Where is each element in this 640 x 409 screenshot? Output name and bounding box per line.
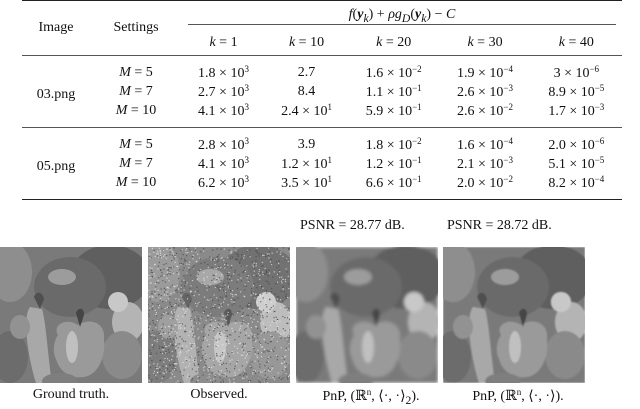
value-cell: 1.7 × 10−3 [548,101,605,119]
caption-space-exponent: n [366,387,372,397]
caption-pnp-learned: PnP, (ℝn, ⟨·, ·⟩). [472,387,564,404]
k-header-30: k = 30 [439,31,531,56]
caption-inner-product: ⟨·, ·⟩ [378,389,406,404]
k-header-20: k = 20 [348,31,440,56]
image-name-cell: 05.png [36,159,76,174]
value-cell: 1.2 × 101 [281,154,332,172]
settings-cell: M = 5 [119,136,153,152]
settings-cell: M = 10 [115,102,157,118]
psnr-label-pnp-learned: PSNR = 28.72 dB. [447,218,552,233]
k-header-10: k = 10 [265,31,349,56]
peppers-image-pnp-l2 [296,247,438,383]
value-cell: 1.8 × 10−2 [365,135,422,153]
col-header-objective: f(yk) + ρgD(yk) − C [182,1,622,32]
value-cell: 1.9 × 10−4 [457,63,513,81]
value-cell: 8.2 × 10−4 [548,173,605,191]
table-row: 03.png M = 5 1.8 × 103 2.7 1.6 × 10−2 1.9 × 1… [22,55,622,102]
value-cell: 2.6 × 10−2 [457,101,513,119]
value-cell: 1.2 × 10−1 [365,154,422,172]
results-table: Image Settings f(yk) + ρgD(yk) − C k = 1… [22,0,622,200]
caption-pnp-prefix: PnP, [322,389,351,404]
table-header-row-1: Image Settings f(yk) + ρgD(yk) − C [22,0,622,35]
table-row: M = 10 6.2 × 103 3.5 × 101 6.6 × 10−1 2.0 × … [22,173,622,200]
value-cell: 1.6 × 10−2 [365,63,422,81]
value-cell: 2.0 × 10−6 [548,135,605,153]
value-cell: 6.6 × 10−1 [365,173,422,191]
settings-cell: M = 5 [119,64,153,80]
col-header-image: Image [38,20,74,35]
value-cell: 3 × 10−6 [553,63,600,81]
value-cell: 6.2 × 103 [198,173,249,191]
objective-formula: f(yk) + ρgD(yk) − C [348,6,456,25]
panel-observed [148,247,290,383]
table-row: 05.png M = 5 2.8 × 103 3.9 1.8 × 10−2 1.6 × 1… [22,127,622,174]
value-cell: 8.9 × 10−5 [548,82,605,100]
caption-pnp-l2: PnP, (ℝn, ⟨·, ·⟩2). [322,387,420,407]
value-cell: 3.5 × 101 [281,173,332,191]
table-row: M = 7 2.7 × 103 8.4 1.1 × 10−1 2.6 × 10−3 8.9… [22,82,622,101]
caption-space-exponent: n [516,387,522,397]
k-header-1: k = 1 [182,31,266,56]
caption-pnp-prefix: PnP, [472,389,501,404]
value-cell: 2.8 × 103 [198,135,249,153]
value-cell: 8.4 [297,83,316,99]
value-cell: 2.7 [297,64,316,80]
table-row: M = 7 4.1 × 103 1.2 × 101 1.2 × 10−1 2.1 × 1… [22,154,622,173]
value-cell: 2.7 × 103 [198,82,249,100]
settings-cell: M = 7 [119,83,153,99]
results-table-body: Image Settings f(yk) + ρgD(yk) − C k = 1… [22,0,622,200]
value-cell: 1.6 × 10−4 [457,135,513,153]
panel-ground-truth [0,247,142,383]
image-name-cell: 03.png [36,87,76,102]
psnr-label-pnp-l2: PSNR = 28.77 dB. [300,218,405,233]
settings-cell: M = 10 [115,174,157,190]
peppers-image-pnp-learned [443,247,585,383]
peppers-image-ground-truth [0,247,142,383]
peppers-image-observed [148,247,290,383]
table-row: M = 10 4.1 × 103 2.4 × 101 5.9 × 10−1 2.6 × … [22,101,622,128]
value-cell: 2.6 × 10−3 [457,82,513,100]
k-header-40: k = 40 [530,31,622,56]
value-cell: 5.9 × 10−1 [365,101,422,119]
col-header-settings: Settings [113,20,159,35]
figure-strip: PSNR = 28.77 dB. PSNR = 28.72 dB. Ground… [0,215,640,409]
value-cell: 3.9 [297,136,316,152]
value-cell: 1.1 × 10−1 [365,82,422,100]
objective-underline [188,24,616,26]
value-cell: 2.4 × 101 [281,101,332,119]
caption-space-symbol: ℝ [505,389,517,404]
caption-observed: Observed. [190,387,248,402]
results-table-wrap: Image Settings f(yk) + ρgD(yk) − C k = 1… [22,0,622,200]
value-cell: 4.1 × 103 [198,101,249,119]
value-cell: 5.1 × 10−5 [548,154,605,172]
caption-ground-truth: Ground truth. [32,387,110,402]
value-cell: 1.8 × 103 [198,63,249,81]
caption-inner-product: ⟨·, ·⟩ [528,389,556,404]
value-cell: 4.1 × 103 [198,154,249,172]
panel-pnp-learned [443,247,585,383]
caption-space-symbol: ℝ [355,389,367,404]
settings-cell: M = 7 [119,155,153,171]
value-cell: 2.0 × 10−2 [457,173,513,191]
value-cell: 2.1 × 10−3 [457,154,513,172]
panel-pnp-l2 [296,247,438,383]
